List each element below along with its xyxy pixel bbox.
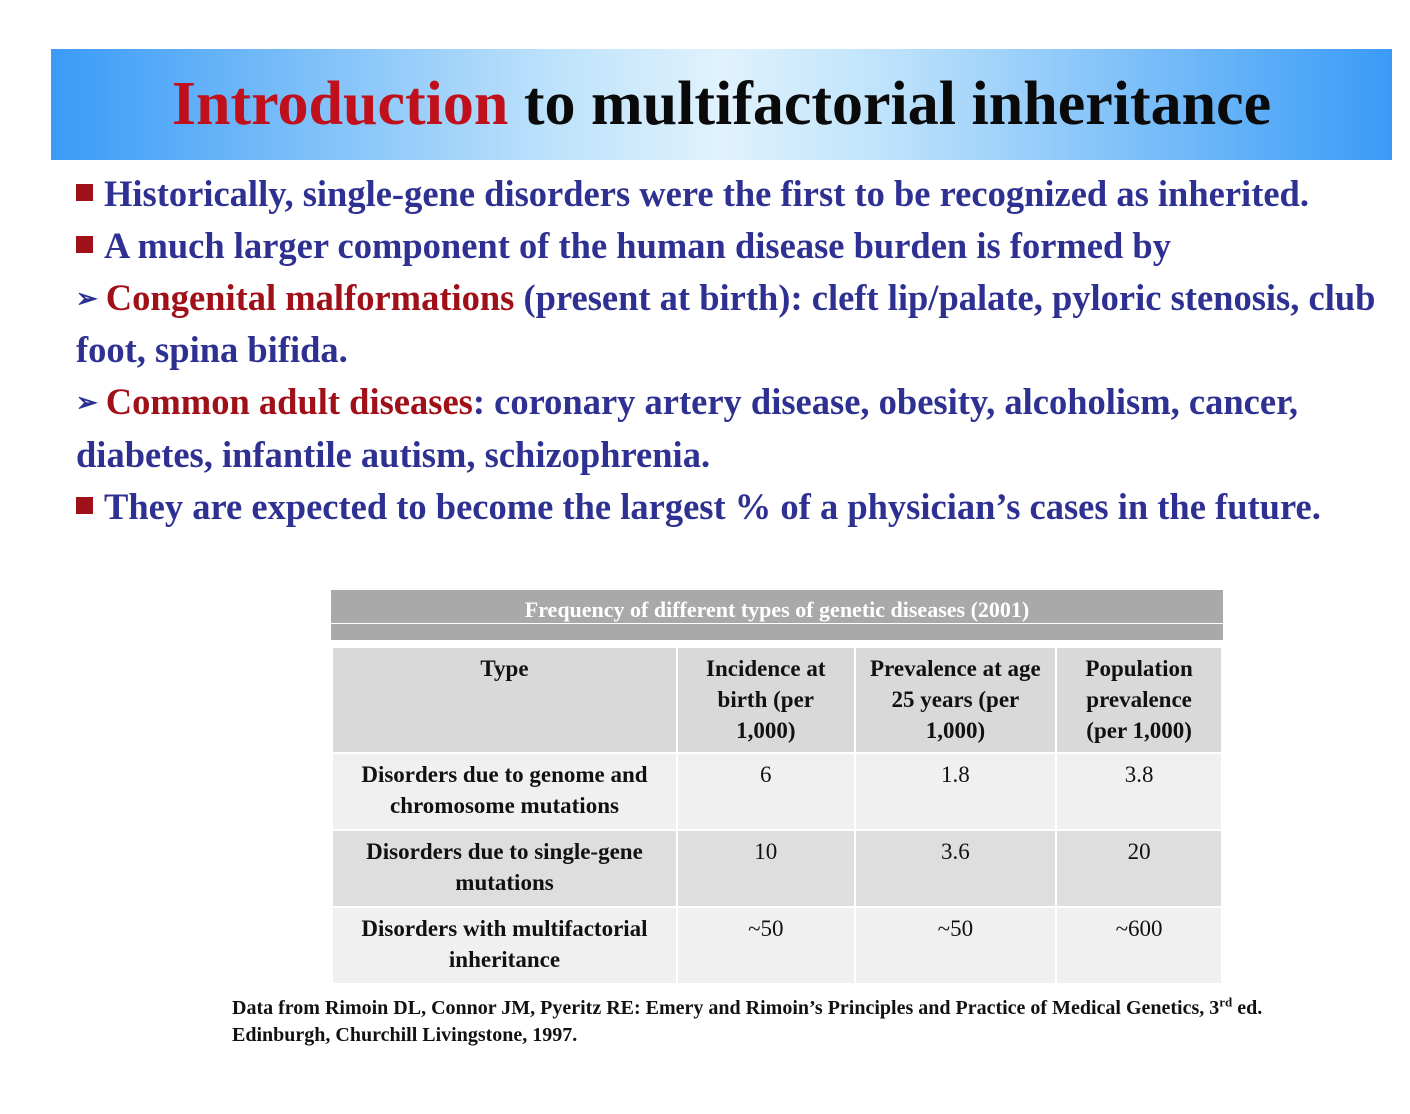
- bullet-paragraph-2: A much larger component of the human dis…: [76, 220, 1386, 272]
- row-prevalence-25: ~50: [853, 906, 1058, 985]
- row-type: Disorders with multifactorial inheritanc…: [331, 906, 678, 985]
- row-prevalence-25: 3.6: [853, 829, 1058, 908]
- title-banner: Introduction to multifactorial inheritan…: [51, 49, 1392, 160]
- slide-body: Historically, single-gene disorders were…: [76, 168, 1386, 533]
- row-type: Disorders due to single-gene mutations: [331, 829, 678, 908]
- table-caption: Frequency of different types of genetic …: [524, 597, 1030, 622]
- header-type: Type: [331, 646, 678, 754]
- row-population: 20: [1055, 829, 1223, 908]
- header-incidence: Incidence at birth (per 1,000): [675, 646, 856, 754]
- header-population: Population prevalence (per 1,000): [1055, 646, 1223, 754]
- header-prevalence-25: Prevalence at age 25 years (per 1,000): [853, 646, 1058, 754]
- table-row: Disorders due to genome and chromosome m…: [331, 752, 1223, 831]
- square-bullet-icon: [76, 184, 93, 201]
- sub-bullet-highlight-2: Common adult diseases: [105, 381, 473, 423]
- square-bullet-icon: [76, 235, 93, 253]
- row-prevalence-25: 1.8: [853, 752, 1058, 831]
- bullet-paragraph-3: They are expected to become the largest …: [76, 481, 1346, 533]
- slide-title: Introduction to multifactorial inheritan…: [172, 69, 1271, 140]
- frequency-table: Type Incidence at birth (per 1,000) Prev…: [331, 646, 1223, 985]
- table-row: Disorders due to single-gene mutations 1…: [331, 829, 1223, 908]
- title-accent-word: Introduction: [171, 70, 509, 138]
- title-rest: to multifactorial inheritance: [523, 70, 1272, 138]
- square-bullet-icon: [76, 496, 93, 514]
- table-caption-bar: Frequency of different types of genetic …: [331, 590, 1223, 640]
- sub-bullet-paragraph-1: ➢ Congenital malformations (present at bi…: [76, 272, 1386, 377]
- bullet-text-3: They are expected to become the largest …: [104, 485, 1321, 527]
- bullet-text-1: Historically, single-gene disorders were…: [104, 173, 1309, 214]
- arrow-bullet-icon: ➢: [76, 388, 98, 418]
- sub-bullet-highlight-1: Congenital malformations: [105, 276, 515, 318]
- sub-bullet-text-1: (present at birth): cleft lip/palate, py…: [76, 276, 1376, 371]
- table-header-row: Type Incidence at birth (per 1,000) Prev…: [331, 646, 1223, 754]
- reference-text-1: Data from Rimoin DL, Connor JM, Pyeritz …: [232, 997, 1220, 1019]
- row-population: 3.8: [1055, 752, 1223, 831]
- frequency-table-block: Frequency of different types of genetic …: [331, 590, 1223, 985]
- bullet-text-2: A much larger component of the human dis…: [104, 224, 1171, 266]
- sub-bullet-paragraph-2: ➢ Common adult diseases: coronary artery …: [76, 376, 1386, 481]
- row-incidence: 6: [675, 752, 856, 831]
- row-type: Disorders due to genome and chromosome m…: [331, 752, 678, 831]
- source-reference: Data from Rimoin DL, Connor JM, Pyeritz …: [232, 995, 1292, 1049]
- caption-divider: [331, 623, 1223, 624]
- sub-bullet-text-2: : coronary artery disease, obesity, alco…: [76, 381, 1299, 475]
- reference-superscript: rd: [1219, 994, 1233, 1010]
- bullet-paragraph-1: Historically, single-gene disorders were…: [76, 168, 1386, 220]
- row-population: ~600: [1055, 906, 1223, 985]
- table-row: Disorders with multifactorial inheritanc…: [331, 906, 1223, 985]
- arrow-bullet-icon: ➢: [76, 283, 98, 313]
- row-incidence: 10: [675, 829, 856, 908]
- row-incidence: ~50: [675, 906, 856, 985]
- reference-text-2: ed. Edinburgh, Churchill Livingstone, 19…: [232, 997, 1263, 1046]
